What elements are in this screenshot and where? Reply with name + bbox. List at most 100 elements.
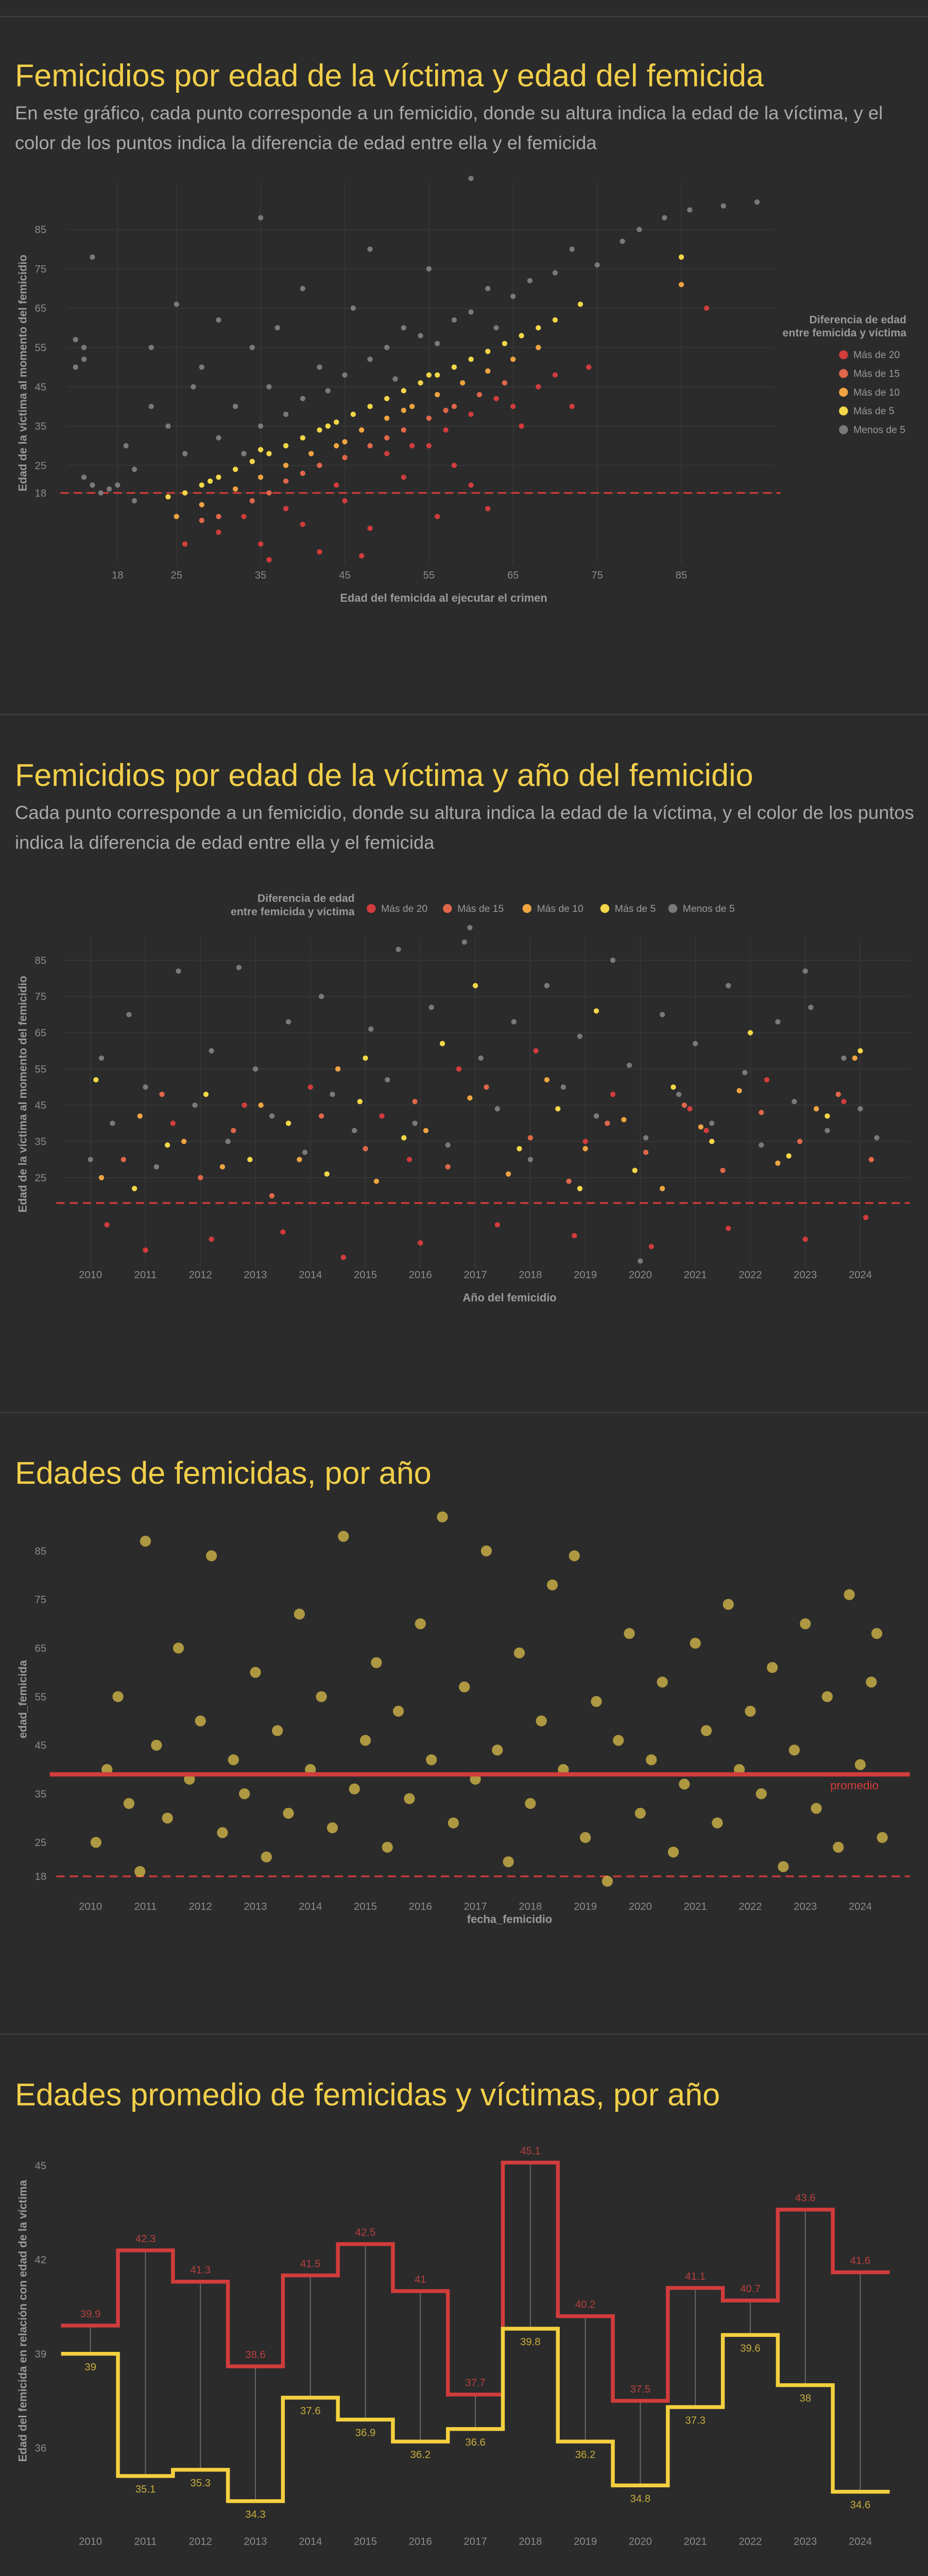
data-point	[81, 357, 87, 362]
x-tick-label: 2011	[134, 1901, 157, 1912]
x-tick-label: 2024	[849, 1901, 872, 1912]
data-point	[519, 333, 524, 338]
data-point	[800, 1618, 811, 1630]
data-point	[624, 1628, 635, 1639]
data-point	[401, 408, 407, 413]
y-tick-label: 75	[35, 991, 47, 1003]
data-point	[242, 1103, 247, 1108]
data-point	[325, 388, 331, 394]
data-point	[174, 514, 179, 519]
data-point	[209, 1236, 214, 1242]
data-point	[511, 1019, 517, 1025]
data-point	[216, 529, 221, 535]
data-point	[137, 1113, 143, 1119]
data-point	[700, 1725, 712, 1736]
data-point	[602, 1875, 613, 1887]
data-point	[833, 1841, 844, 1853]
data-point	[517, 1146, 522, 1151]
x-tick-label: 2012	[189, 1269, 212, 1281]
value-label: 36.9	[355, 2428, 375, 2439]
data-point	[503, 1856, 514, 1868]
data-point	[373, 1178, 380, 1184]
data-point	[232, 486, 238, 492]
data-point	[759, 1110, 764, 1115]
y-tick-label: 85	[35, 955, 47, 967]
data-point	[703, 305, 710, 311]
data-point	[593, 1008, 599, 1014]
data-point	[317, 427, 322, 433]
data-point	[148, 403, 154, 410]
data-point	[252, 1066, 259, 1072]
data-point	[569, 403, 575, 410]
data-point	[678, 282, 684, 287]
data-point	[300, 396, 305, 401]
data-point	[98, 1175, 105, 1180]
y-tick-label: 65	[35, 1643, 47, 1654]
y-tick-label: 55	[35, 1064, 47, 1075]
data-point	[632, 1167, 638, 1173]
y-tick-label: 18	[35, 488, 47, 499]
data-point	[712, 1817, 723, 1828]
y-tick-label: 45	[35, 382, 47, 393]
data-point	[747, 1030, 753, 1036]
data-point	[195, 1715, 206, 1726]
data-point	[792, 1098, 797, 1105]
data-point	[476, 392, 483, 398]
data-point	[191, 384, 196, 389]
data-point	[638, 1258, 643, 1264]
legend-label: Más de 15	[853, 368, 900, 379]
data-point	[451, 364, 457, 370]
data-point	[461, 939, 467, 945]
data-point	[274, 325, 280, 331]
data-point	[165, 494, 171, 500]
data-point	[143, 1247, 148, 1253]
data-point	[426, 266, 432, 272]
data-point	[460, 380, 466, 386]
data-point	[219, 1164, 226, 1170]
data-point	[527, 1157, 534, 1162]
value-label: 37.3	[685, 2415, 705, 2426]
data-point	[435, 514, 440, 519]
data-point	[451, 403, 457, 410]
data-point	[857, 1048, 863, 1054]
data-point	[280, 1229, 286, 1235]
data-point	[257, 541, 264, 547]
data-point	[418, 1240, 423, 1246]
data-point	[232, 466, 238, 472]
data-point	[384, 415, 390, 421]
data-point	[468, 176, 474, 181]
value-label: 39.9	[80, 2309, 100, 2320]
data-point	[338, 1531, 349, 1542]
data-point	[126, 1012, 132, 1018]
data-point	[300, 285, 305, 292]
x-tick-label: 2015	[354, 1901, 377, 1912]
value-label: 35.3	[190, 2478, 210, 2489]
data-point	[143, 1084, 148, 1090]
data-point	[754, 199, 760, 205]
data-point	[519, 423, 524, 429]
data-point	[485, 368, 491, 374]
data-point	[285, 1121, 291, 1126]
data-point	[863, 1215, 869, 1221]
value-label: 42.5	[355, 2227, 375, 2239]
data-point	[679, 1778, 690, 1790]
data-point	[367, 526, 373, 531]
legend-swatch	[600, 904, 610, 913]
x-tick-label: 2014	[299, 2536, 322, 2547]
data-point	[104, 1222, 110, 1228]
x-tick-label: 2015	[354, 2536, 377, 2547]
data-point	[182, 541, 188, 547]
data-point	[506, 1171, 511, 1177]
data-point	[788, 1744, 800, 1756]
legend-label: Más de 5	[853, 406, 894, 417]
y-tick-label: 18	[35, 1871, 47, 1883]
y-tick-label: 75	[35, 1595, 47, 1606]
value-label: 41.6	[850, 2255, 870, 2266]
data-point	[162, 1812, 173, 1824]
data-point	[401, 427, 407, 433]
data-point	[610, 957, 616, 963]
data-point	[401, 388, 407, 394]
data-point	[236, 964, 242, 971]
data-point	[723, 1599, 734, 1610]
data-point	[797, 1139, 803, 1144]
